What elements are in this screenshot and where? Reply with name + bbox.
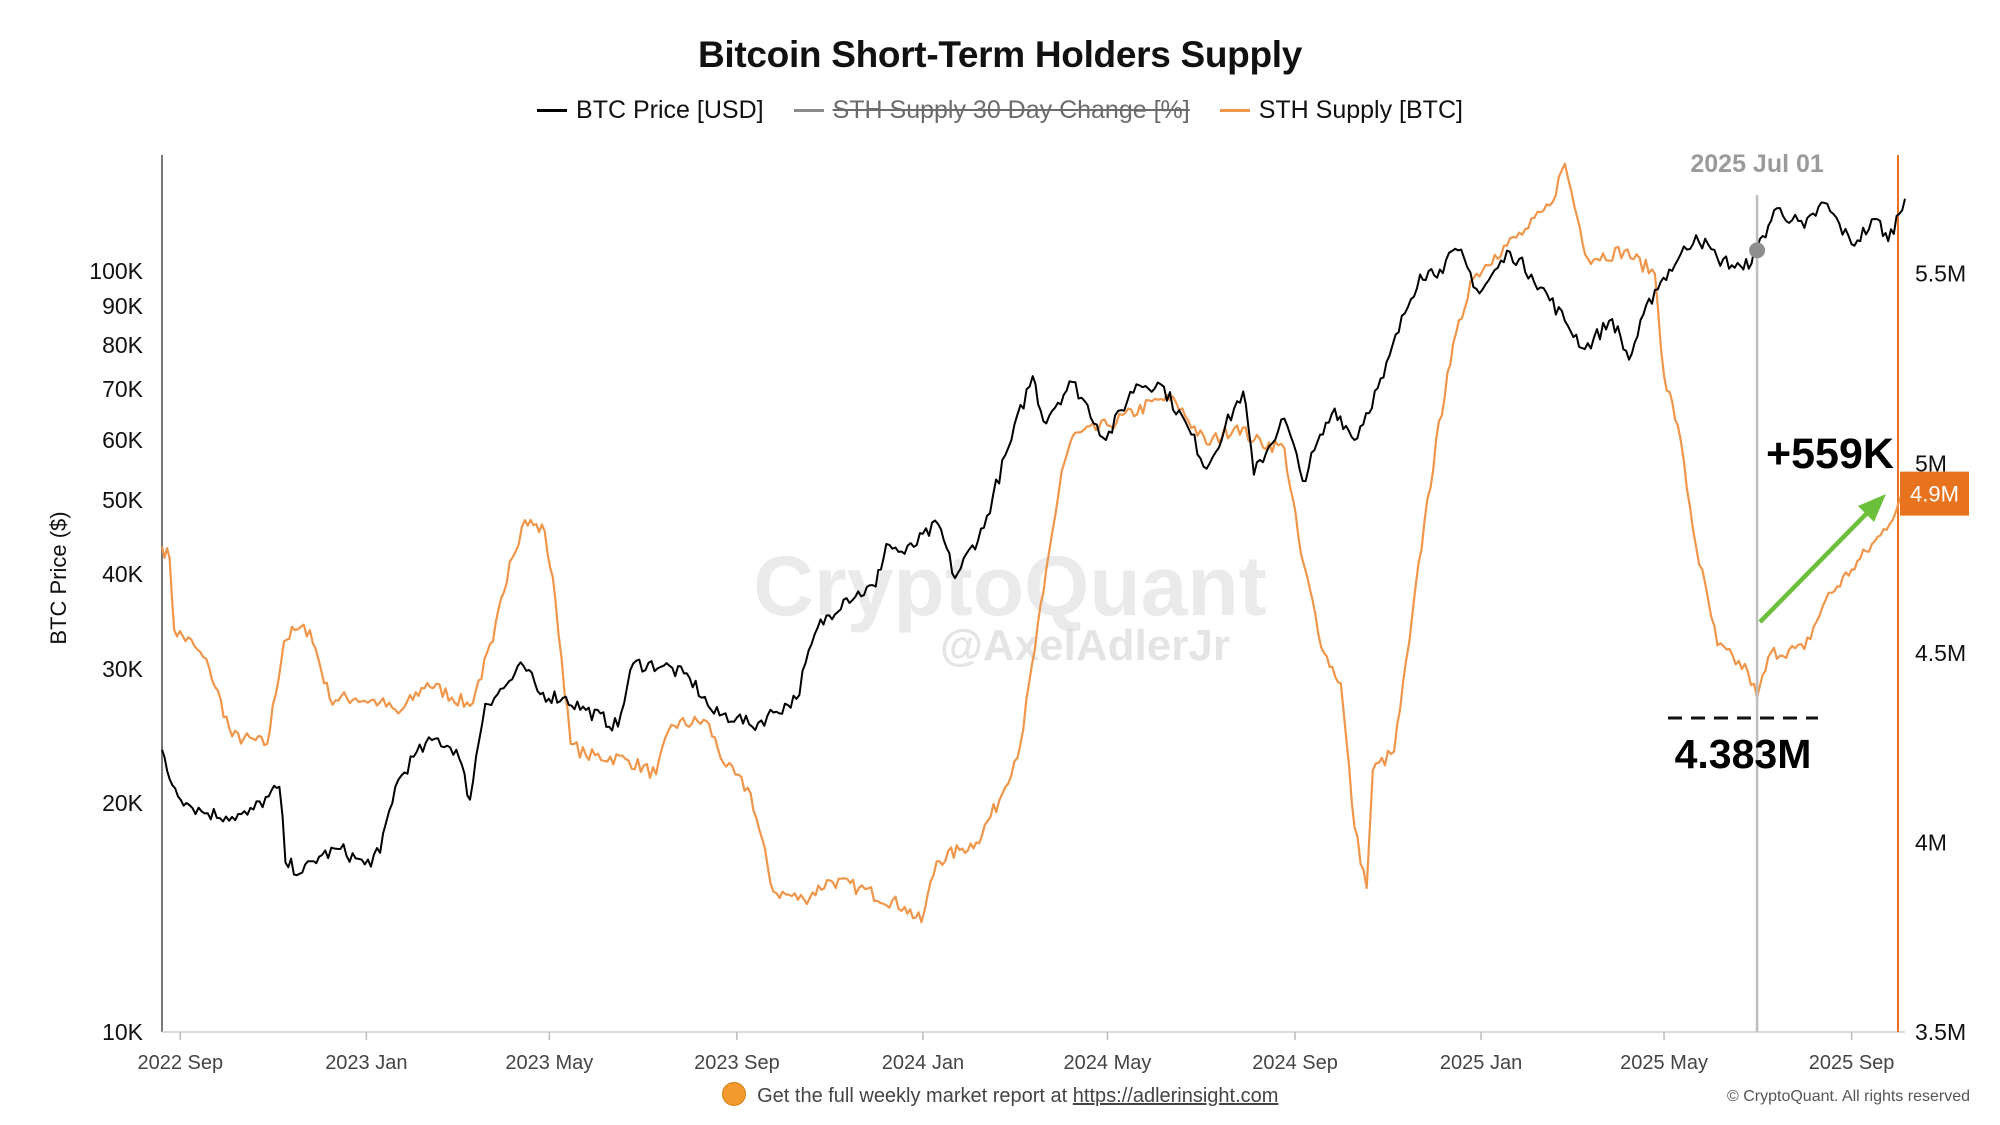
legend-item-sth-change[interactable]: STH Supply 30 Day Change [%] [793,96,1190,125]
y-left-tick-label: 60K [102,427,144,453]
low-value-label: 4.383M [1675,731,1812,777]
watermark-brand: CryptoQuant [753,539,1266,633]
watermark: CryptoQuant @AxelAdlerJr [753,539,1266,670]
x-tick-label: 2023 Sep [694,1052,780,1074]
increase-arrow-head [1858,494,1886,522]
y-right-tick-label: 4.5M [1915,640,1966,666]
legend: BTC Price [USD] STH Supply 30 Day Change… [0,96,2000,125]
y-left-tick-label: 100K [89,258,143,284]
footer-text: Get the full weekly market report at [757,1085,1068,1107]
y-left-tick-label: 50K [102,487,144,513]
x-tick-label: 2025 May [1620,1052,1708,1074]
y-right-tick-label: 5.5M [1915,261,1966,287]
x-tick-label: 2022 Sep [137,1052,223,1074]
x-tick-label: 2024 May [1064,1052,1152,1074]
sth-supply-line [160,162,1906,924]
legend-swatch-sth-supply [1219,109,1250,112]
current-value-badge [1900,471,1969,516]
x-tick-label: 2025 Sep [1809,1052,1895,1074]
y-right-tick-label: 4M [1915,829,1947,855]
coin-icon [721,1082,746,1106]
marker-dot [1749,242,1766,259]
y-left-tick-label: 70K [102,376,144,402]
y-left-tick-label: 90K [102,293,144,319]
legend-label-btc-price: BTC Price [USD] [576,96,764,124]
x-tick-label: 2024 Sep [1252,1052,1338,1074]
series-layer [160,162,1906,924]
legend-item-btc-price[interactable]: BTC Price [USD] [537,96,764,125]
footer: Get the full weekly market report at htt… [0,1082,2000,1108]
increase-arrow-shaft [1758,506,1874,624]
btc-price-line [161,198,1906,877]
footer-link[interactable]: https://adlerinsight.com [1072,1085,1279,1107]
y-axis-left-title: BTC Price ($) [46,511,71,644]
y-left-tick-label: 30K [102,656,144,682]
x-tick-label: 2025 Jan [1440,1052,1522,1074]
increase-label: +559K [1766,430,1894,478]
axes: 10K 20K 30K 40K 50K 60K 70K 80K 90K 100K 3.5M 4M 4.5… [89,155,1966,1074]
x-tick-label: 2023 Jan [325,1052,407,1074]
y-left-tick-label: 20K [102,790,144,816]
watermark-handle: @AxelAdlerJr [940,621,1230,670]
chart-title: Bitcoin Short-Term Holders Supply [697,34,1303,75]
legend-label-sth-supply: STH Supply [BTC] [1258,96,1463,124]
y-right-tick-label: 3.5M [1915,1019,1966,1045]
copyright: © CryptoQuant. All rights reserved [1727,1088,1970,1105]
current-value-label: 4.9M [1910,482,1959,507]
y-left-tick-label: 40K [102,561,144,587]
y-left-tick-label: 10K [102,1019,144,1045]
legend-swatch-sth-change [793,109,824,112]
x-tick-label: 2024 Jan [882,1052,964,1074]
y-left-tick-label: 80K [102,332,144,358]
legend-label-sth-change: STH Supply 30 Day Change [%] [832,96,1190,124]
annotations: 2025 Jul 01 4.383M +559K 4.9M [1668,150,1969,1032]
x-tick-label: 2023 May [505,1052,593,1074]
marker-date-label: 2025 Jul 01 [1690,150,1824,178]
legend-swatch-btc-price [537,109,568,112]
legend-item-sth-supply[interactable]: STH Supply [BTC] [1219,96,1463,125]
